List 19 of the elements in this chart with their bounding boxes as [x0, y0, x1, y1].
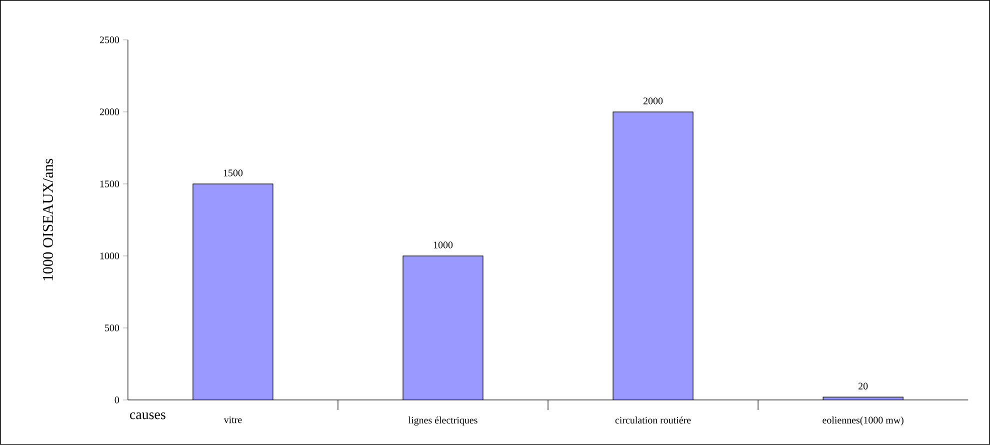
y-tick-label: 2500 — [100, 36, 120, 44]
data-label: 2000 — [644, 98, 663, 104]
bar — [613, 112, 694, 400]
x-tick-label: circulation routiére — [615, 416, 691, 424]
y-tick-label: 1000 — [100, 252, 120, 260]
y-tick-label: 500 — [105, 324, 120, 332]
x-tick-label: eoliennes(1000 mw) — [822, 416, 904, 426]
data-label: 20 — [858, 382, 868, 390]
data-label: 1500 — [224, 170, 243, 176]
x-axis-title: causes — [130, 412, 166, 420]
y-tick-label: 0 — [114, 396, 120, 404]
x-tick-label: lignes électriques — [408, 416, 478, 426]
x-tick-label: vitre — [224, 416, 242, 424]
bar — [192, 184, 273, 400]
data-label: 1000 — [434, 242, 453, 248]
y-tick-label: 2000 — [100, 108, 120, 116]
y-tick-label: 1500 — [100, 180, 120, 188]
y-axis-title: 1000 OISEAUX/ans — [42, 158, 53, 280]
bar — [402, 256, 484, 400]
